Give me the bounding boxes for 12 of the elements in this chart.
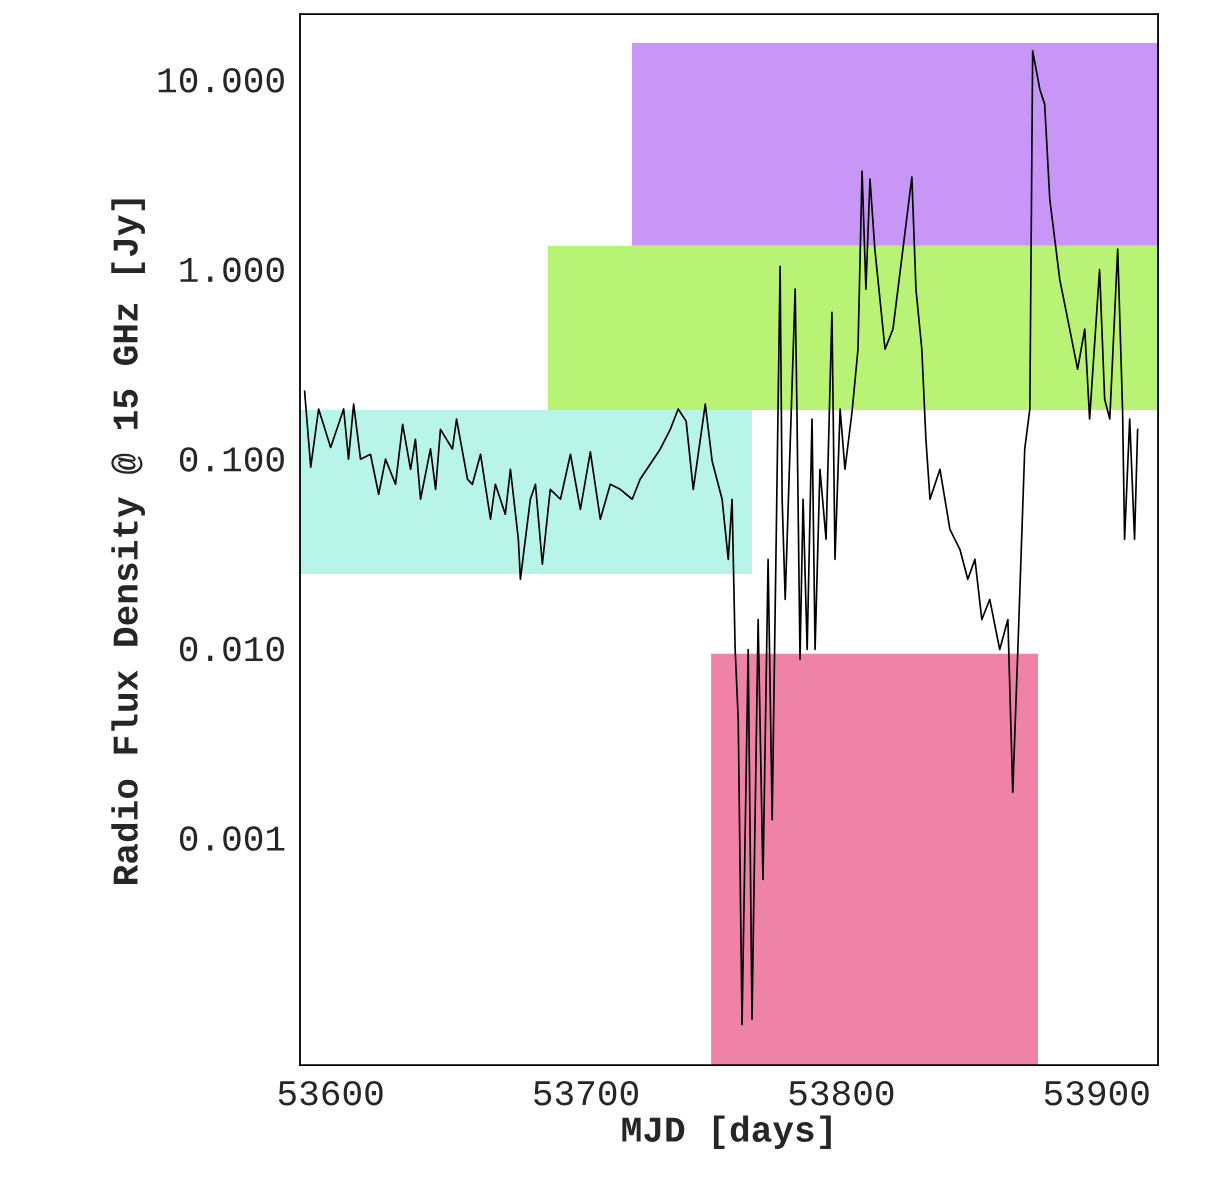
y-tick-label: 1.000 [180, 257, 284, 283]
x-tick-label: 53600 [278, 1080, 383, 1106]
y-tick-label: 0.001 [179, 826, 285, 851]
x-tick-label: 53700 [534, 1080, 638, 1106]
y-tick-label: 0.010 [179, 636, 284, 662]
x-tick-label: 53800 [789, 1080, 894, 1106]
y-tick-label: 0.100 [179, 447, 284, 472]
x-axis-title: MJD [days] [622, 1115, 831, 1150]
line-series [303, 49, 1139, 1026]
y-tick-label: 10.000 [158, 68, 284, 93]
y-axis-title: Radio Flux Density @ 15 GHz [Jy] [111, 199, 145, 884]
x-tick-label: 53900 [1044, 1080, 1149, 1106]
